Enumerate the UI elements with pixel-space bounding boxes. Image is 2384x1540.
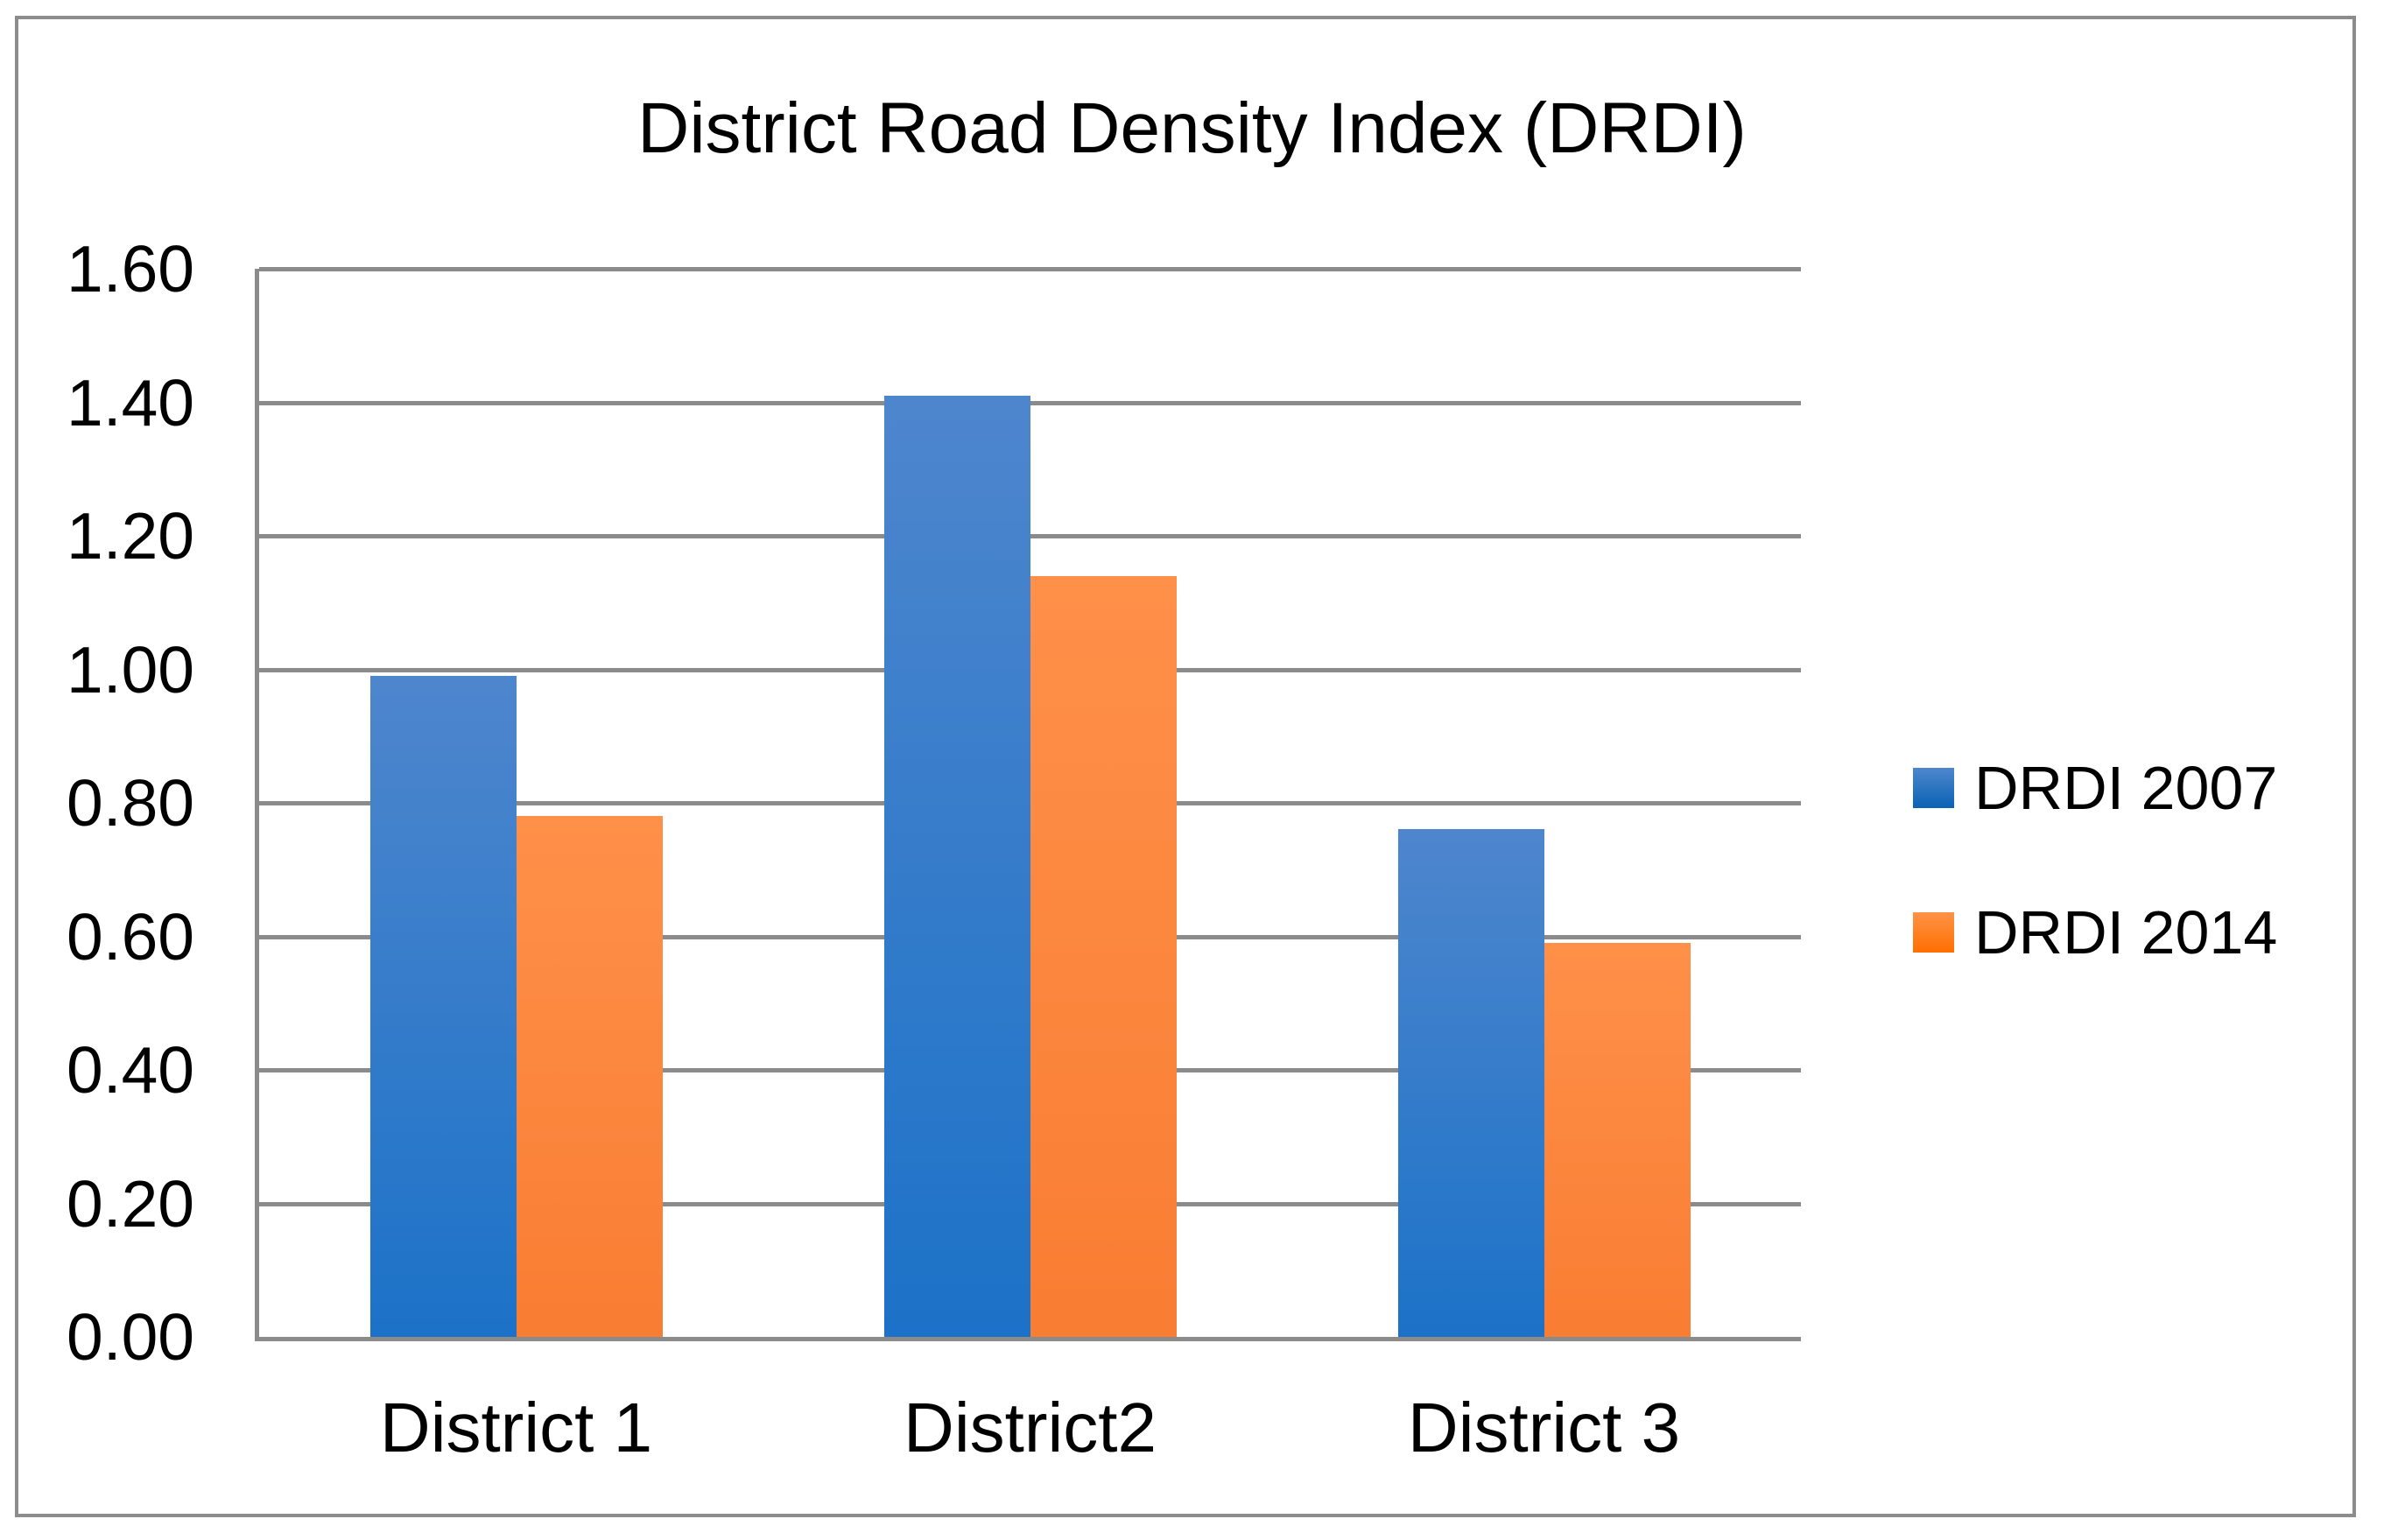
bar-drdi-2007-district-1 [370,676,517,1337]
x-category-label-district2: District2 [904,1389,1157,1466]
y-tick-label-0.00: 0.00 [67,1300,194,1374]
y-tick-label-1.40: 1.40 [67,365,194,439]
legend-swatch-drdi-2014 [1913,912,1954,953]
x-category-label-district-1: District 1 [379,1389,653,1466]
bar-drdi-2014-district-1 [517,816,663,1337]
y-tick-label-0.60: 0.60 [67,899,194,974]
bar-drdi-2007-district-3 [1398,829,1544,1337]
chart-outer-frame [15,16,2356,1517]
y-tick-label-0.20: 0.20 [67,1166,194,1241]
legend-label-drdi-2014: DRDI 2014 [1974,898,2278,967]
y-tick-label-1.00: 1.00 [67,632,194,707]
legend-item-drdi-2007: DRDI 2007 [1913,751,2277,825]
y-tick-label-1.60: 1.60 [67,232,194,306]
legend-swatch-drdi-2007 [1913,768,1954,808]
gridline-1.60 [259,267,1801,271]
bar-drdi-2007-district2 [884,396,1030,1337]
plot-area [255,267,1801,1341]
chart-title: District Road Density Index (DRDI) [637,88,1747,168]
legend: DRDI 2007 DRDI 2014 [1913,751,2277,969]
y-tick-label-1.20: 1.20 [67,499,194,573]
legend-item-drdi-2014: DRDI 2014 [1913,896,2277,969]
bar-drdi-2014-district-3 [1544,943,1691,1337]
legend-label-drdi-2007: DRDI 2007 [1974,754,2278,822]
bar-drdi-2014-district2 [1030,576,1177,1337]
y-tick-label-0.40: 0.40 [67,1033,194,1107]
x-category-label-district-3: District 3 [1407,1389,1681,1466]
y-tick-label-0.80: 0.80 [67,766,194,840]
